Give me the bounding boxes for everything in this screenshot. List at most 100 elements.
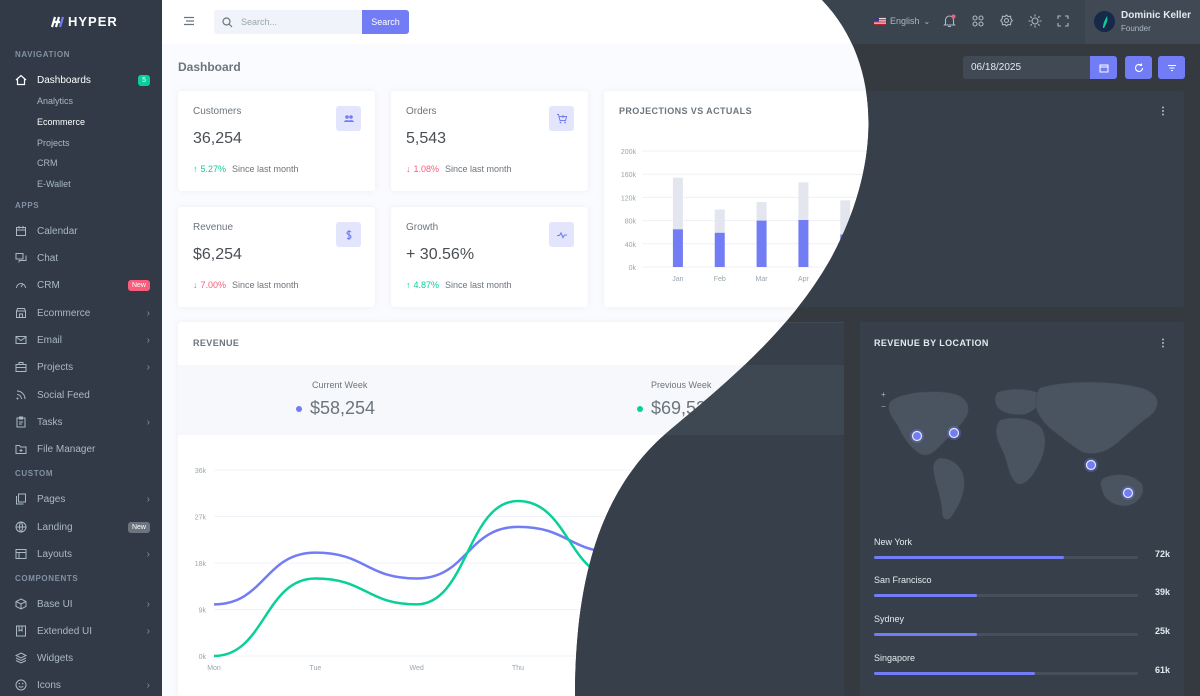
sub-item-analytics[interactable]: Analytics (37, 96, 74, 106)
sidebar-item-tasks[interactable]: Tasks › (15, 414, 150, 430)
menu-toggle-icon[interactable] (183, 15, 195, 27)
sidebar-item-pages[interactable]: Pages › (15, 491, 150, 507)
kpi-icon-box (336, 222, 361, 247)
x-tick-label: Feb (714, 276, 726, 283)
australia-shape (1100, 474, 1144, 507)
chevron-down-icon: ⌄ (923, 16, 931, 26)
location-row-sydney: Sydney 25k (874, 614, 1170, 636)
sub-item-projects[interactable]: Projects (37, 138, 70, 148)
bell-icon[interactable] (943, 14, 956, 28)
search-input[interactable]: Search... (214, 10, 362, 34)
map-marker-singapore[interactable] (1085, 459, 1097, 471)
map-marker-san-francisco[interactable] (911, 430, 923, 442)
y-tick-label: 18k (195, 561, 207, 568)
location-progress-fill (874, 632, 977, 636)
sidebar-item-label: CRM (37, 279, 60, 291)
sidebar-item-layouts[interactable]: Layouts › (15, 546, 150, 562)
location-progress-track (874, 671, 1138, 675)
fullscreen-icon[interactable] (1057, 15, 1069, 27)
location-row-new-york: New York 72k (874, 537, 1170, 559)
sidebar-item-chat[interactable]: Chat (15, 250, 150, 266)
x-tick-label: Thu (512, 665, 524, 672)
sidebar-item-label: Dashboards (37, 74, 91, 86)
north-america-shape (888, 391, 969, 456)
chevron-right-icon: › (146, 334, 150, 346)
calendar-button[interactable] (1090, 56, 1117, 79)
user-name[interactable]: Dominic Keller (1121, 10, 1192, 21)
more-vertical-icon[interactable] (821, 338, 825, 348)
filter-icon (1167, 64, 1176, 71)
language-selector[interactable]: English ⌄ (874, 16, 930, 26)
brand-logo[interactable]: HYPER (50, 14, 118, 29)
date-picker-input[interactable]: 06/18/2025 (963, 56, 1090, 79)
arrow-down-icon: ↓ (406, 164, 411, 174)
x-tick-label: Fri (615, 665, 624, 672)
revenue-summary: Current Week $58,254 Previous Week $69,5… (178, 365, 844, 435)
sidebar-item-extended-ui[interactable]: Extended UI › (15, 623, 150, 639)
us-flag-icon (874, 17, 886, 25)
sidebar-item-label: Chat (37, 252, 59, 264)
current-week-dot (296, 405, 302, 412)
kpi-value: $6,254 (193, 246, 242, 263)
apps-grid-icon[interactable] (972, 15, 984, 27)
south-america-shape (932, 457, 965, 520)
sidebar-item-widgets[interactable]: Widgets (15, 650, 150, 666)
sidebar-item-label: Pages (37, 493, 66, 505)
map-marker-new-york[interactable] (948, 427, 960, 439)
kpi-since: Since last month (445, 280, 512, 290)
projections-more-icon[interactable] (1161, 106, 1165, 116)
sidebar-item-label: Ecommerce (37, 307, 91, 319)
zoom-in-icon[interactable]: + (881, 390, 886, 399)
sidebar-item-dashboards[interactable]: Dashboards 5 (15, 72, 150, 88)
avatar[interactable] (1094, 11, 1115, 32)
dollar-icon (345, 229, 352, 240)
more-vertical-icon[interactable] (1161, 338, 1165, 348)
y-tick-label: 200k (621, 149, 637, 156)
location-title: REVENUE BY LOCATION (874, 338, 989, 348)
sub-item-crm[interactable]: CRM (37, 158, 58, 168)
location-value: 72k (1154, 549, 1170, 559)
refresh-button[interactable] (1125, 56, 1152, 79)
location-city: San Francisco (874, 575, 932, 585)
sidebar-item-social-feed[interactable]: Social Feed (15, 387, 150, 403)
filter-button[interactable] (1158, 56, 1185, 79)
bar-projection (1133, 185, 1144, 221)
kpi-change-row: ↑ 5.27% Since last month (193, 164, 299, 174)
map-zoom-controls[interactable]: + − (881, 389, 886, 413)
box-icon (15, 598, 27, 610)
y-tick-label: 0k (199, 654, 207, 661)
theme-sun-icon[interactable] (1028, 14, 1042, 28)
sidebar-item-base-ui[interactable]: Base UI › (15, 596, 150, 612)
zoom-out-icon[interactable]: − (881, 402, 886, 411)
kpi-card-orders: Orders 5,543 ↓ 1.08% Since last month (391, 91, 588, 191)
kpi-title: Revenue (193, 222, 234, 233)
bar-projection (965, 215, 976, 249)
chat-icon (15, 253, 27, 263)
sidebar-item-projects[interactable]: Projects › (15, 359, 150, 375)
bar-actual (756, 220, 767, 267)
x-tick-label: Aug (965, 276, 978, 283)
search-button[interactable]: Search (362, 10, 409, 34)
chevron-right-icon: › (146, 598, 150, 610)
sidebar-item-ecommerce[interactable]: Ecommerce › (15, 305, 150, 321)
x-tick-label: Sun (816, 665, 829, 672)
x-tick-label: Jan (672, 276, 683, 283)
location-city: Singapore (874, 653, 916, 663)
africa-shape (995, 417, 1046, 485)
sub-item-e-wallet[interactable]: E-Wallet (37, 179, 71, 189)
sidebar-item-calendar[interactable]: Calendar (15, 223, 150, 239)
sub-item-ecommerce[interactable]: Ecommerce (37, 117, 86, 127)
kpi-card-customers: Customers 36,254 ↑ 5.27% Since last month (178, 91, 375, 191)
sidebar-item-file-manager[interactable]: File Manager (15, 441, 150, 457)
clipboard-icon (16, 416, 26, 428)
sidebar-item-email[interactable]: Email › (15, 332, 150, 348)
sidebar-item-icons[interactable]: Icons › (15, 677, 150, 693)
sidebar-item-landing[interactable]: Landing New (15, 519, 150, 535)
bar-projection (714, 209, 725, 233)
sidebar-item-label: File Manager (37, 443, 96, 455)
x-tick-label: Jul (924, 276, 933, 283)
map-marker-sydney[interactable] (1122, 487, 1134, 499)
previous-week-dot (637, 405, 643, 412)
sidebar-item-crm[interactable]: CRM New (15, 277, 150, 293)
settings-gear-icon[interactable] (1000, 14, 1013, 27)
